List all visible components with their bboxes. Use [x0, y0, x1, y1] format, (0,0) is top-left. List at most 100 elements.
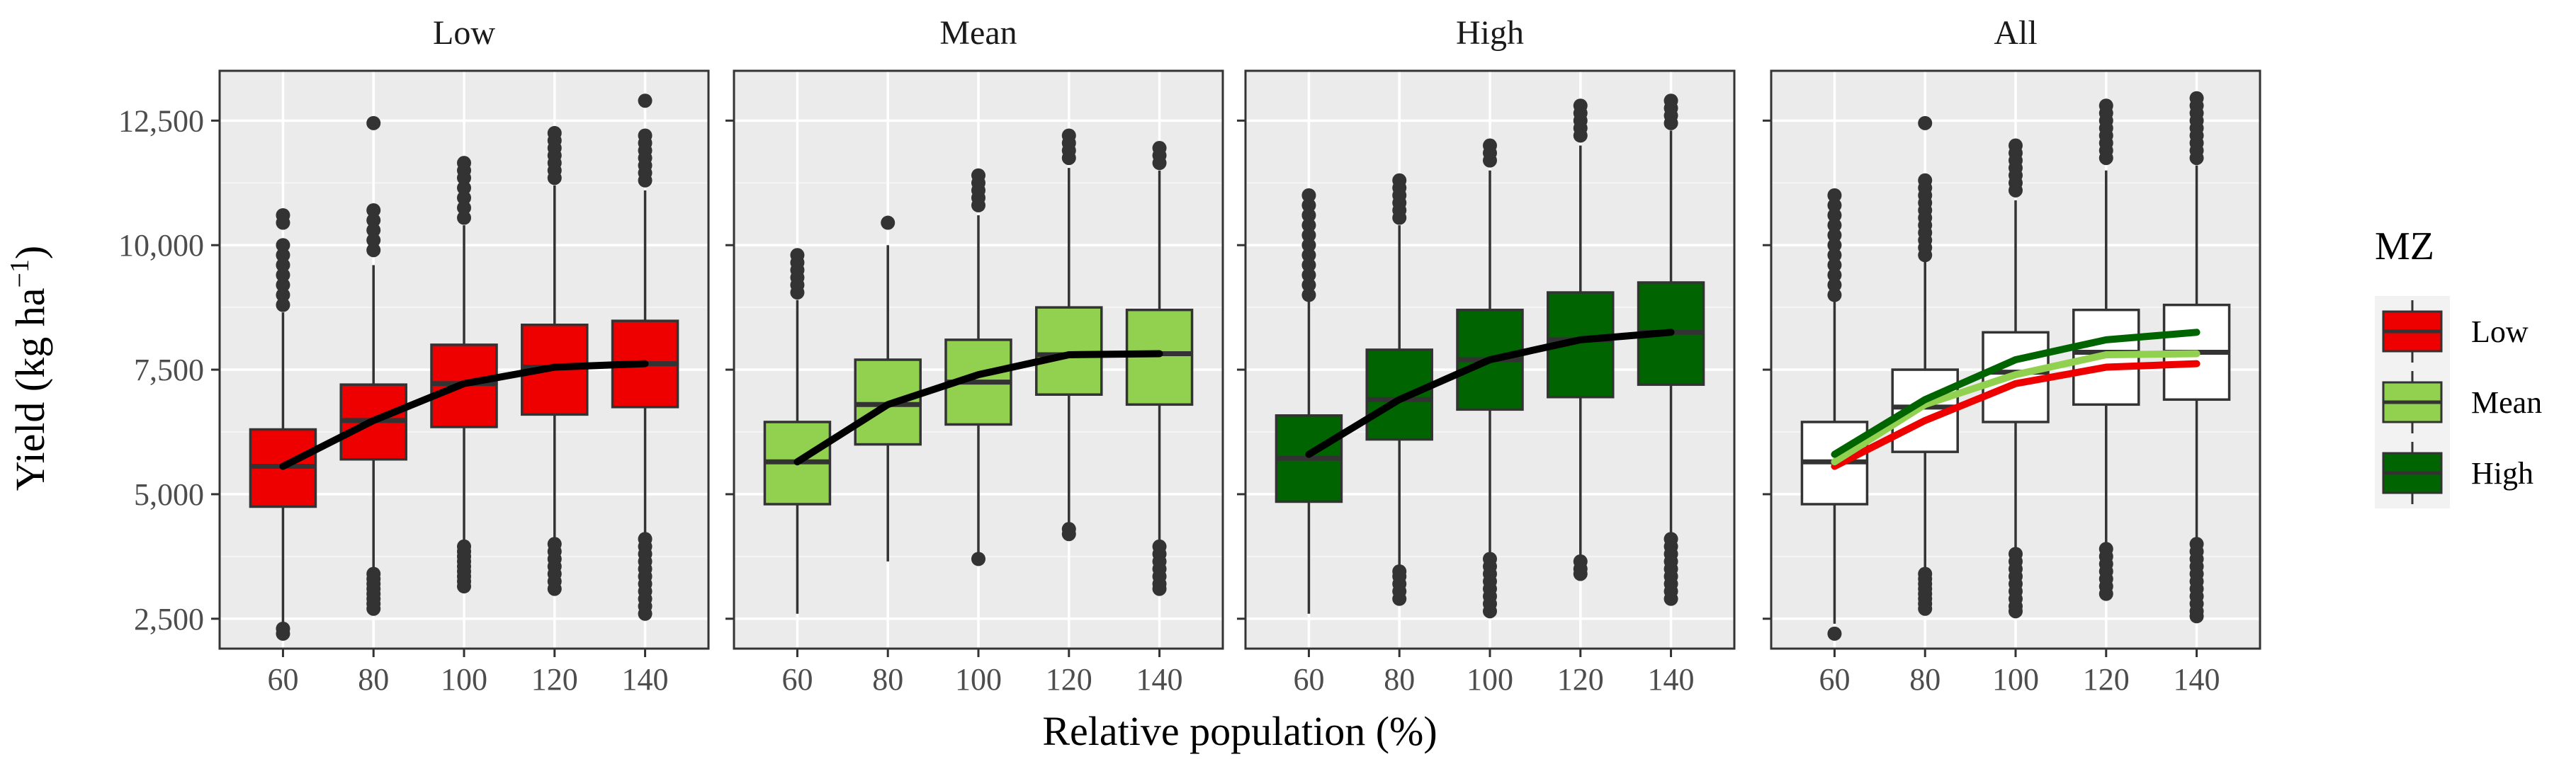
- x-tick-label: 80: [1909, 662, 1941, 697]
- facet-title-high: High: [1456, 14, 1524, 52]
- outlier-point: [366, 203, 381, 217]
- y-tick-label: 10,000: [118, 228, 204, 263]
- x-tick-label: 140: [622, 662, 669, 697]
- trend-line-low: [279, 360, 649, 470]
- outlier-point: [1301, 218, 1316, 233]
- outlier-point: [2098, 151, 2113, 166]
- outlier-point: [276, 248, 290, 263]
- trend-line-low: [1831, 360, 2201, 470]
- outlier-point: [971, 198, 985, 212]
- outlier-point: [881, 215, 896, 230]
- outlier-point: [457, 181, 471, 195]
- outlier-point: [1301, 238, 1316, 253]
- x-tick-label: 80: [1384, 662, 1415, 697]
- boxplot-low-80: [339, 115, 407, 616]
- outlier-point: [1301, 278, 1316, 292]
- outlier-point: [1392, 591, 1407, 606]
- x-tick-label: 100: [1467, 662, 1513, 697]
- outlier-point: [1152, 581, 1167, 596]
- outlier-point: [1827, 248, 1842, 263]
- outlier-point: [1301, 198, 1316, 212]
- legend-title: MZ: [2375, 224, 2434, 268]
- outlier-point: [1301, 287, 1316, 302]
- outlier-point: [1918, 601, 1933, 616]
- box-iqr: [1365, 348, 1433, 441]
- y-axis-title-close: ): [7, 246, 53, 259]
- outlier-point: [1301, 258, 1316, 273]
- outlier-point: [1827, 228, 1842, 243]
- outlier-point: [1918, 248, 1933, 263]
- trend-line-mean: [793, 350, 1163, 466]
- facet-panel-high: High 60 80 100 120 140: [1237, 14, 1736, 697]
- outlier-point: [276, 215, 290, 230]
- y-tick-label: 2,500: [134, 602, 204, 637]
- outlier-point: [457, 210, 471, 225]
- outlier-point: [457, 171, 471, 186]
- outlier-point: [2098, 586, 2113, 601]
- x-tick-label: 100: [441, 662, 487, 697]
- outlier-point: [790, 285, 805, 300]
- outlier-point: [971, 552, 985, 566]
- outlier-point: [1301, 248, 1316, 263]
- outlier-point: [1827, 188, 1842, 203]
- outlier-point: [1301, 228, 1316, 243]
- facet-panels: Low 60 80 100 120 140 Mean 60 80 100 120 140 High 60 8…: [211, 14, 2261, 697]
- x-axis-title: Relative population (%): [1042, 708, 1437, 754]
- outlier-point: [457, 579, 471, 594]
- outlier-point: [2009, 183, 2023, 198]
- y-tick-label: 7,500: [134, 353, 204, 387]
- x-tick-label: 100: [1992, 662, 2039, 697]
- outlier-point: [1301, 268, 1316, 283]
- outlier-point: [638, 606, 653, 621]
- x-tick-label: 80: [872, 662, 903, 697]
- x-tick-label: 140: [2174, 662, 2220, 697]
- y-tick-label: 12,500: [118, 103, 204, 138]
- y-tick-label: 5,000: [134, 477, 204, 512]
- x-tick-label: 120: [1046, 662, 1092, 697]
- x-tick-label: 140: [1648, 662, 1695, 697]
- facet-panel-low: Low 60 80 100 120 140: [211, 14, 710, 697]
- facet-panel-all: All 60 80 100 120 140: [1763, 14, 2261, 697]
- legend-label: Mean: [2471, 385, 2542, 420]
- x-tick-label: 60: [267, 662, 298, 697]
- facet-panel-mean: Mean 60 80 100 120 140: [725, 14, 1224, 697]
- outlier-point: [366, 115, 381, 130]
- trend-line-mean: [1831, 350, 2201, 466]
- outlier-point: [366, 233, 381, 248]
- outlier-point: [366, 213, 381, 228]
- outlier-point: [1918, 115, 1933, 130]
- outlier-point: [276, 268, 290, 283]
- boxplot-high-60: [1275, 188, 1343, 614]
- y-axis: 2,500 5,000 7,500 10,000 12,500: [118, 103, 204, 636]
- outlier-point: [276, 626, 290, 641]
- outlier-point: [457, 200, 471, 215]
- outlier-point: [1483, 153, 1497, 168]
- x-tick-label: 60: [1293, 662, 1324, 697]
- outlier-point: [1827, 258, 1842, 273]
- outlier-point: [1483, 604, 1497, 619]
- outlier-point: [1152, 156, 1167, 171]
- legend-item-low: Low: [2375, 296, 2529, 367]
- outlier-point: [366, 243, 381, 258]
- outlier-point: [1573, 128, 1588, 143]
- outlier-point: [2189, 609, 2204, 624]
- outlier-point: [276, 258, 290, 273]
- outlier-point: [1827, 278, 1842, 292]
- outlier-point: [366, 223, 381, 238]
- outlier-point: [1301, 188, 1316, 203]
- outlier-point: [1392, 210, 1407, 225]
- outlier-point: [276, 238, 290, 253]
- facet-title-mean: Mean: [939, 14, 1017, 52]
- legend-item-high: High: [2375, 438, 2533, 508]
- outlier-point: [1827, 626, 1842, 641]
- outlier-point: [1061, 151, 1076, 166]
- boxplot-all-140: [2162, 91, 2231, 624]
- y-axis-title-main: Yield (kg ha: [7, 288, 53, 491]
- outlier-point: [1827, 198, 1842, 212]
- x-tick-label: 120: [531, 662, 578, 697]
- x-tick-label: 80: [358, 662, 389, 697]
- outlier-point: [1827, 287, 1842, 302]
- outlier-point: [1663, 591, 1678, 606]
- outlier-point: [457, 190, 471, 205]
